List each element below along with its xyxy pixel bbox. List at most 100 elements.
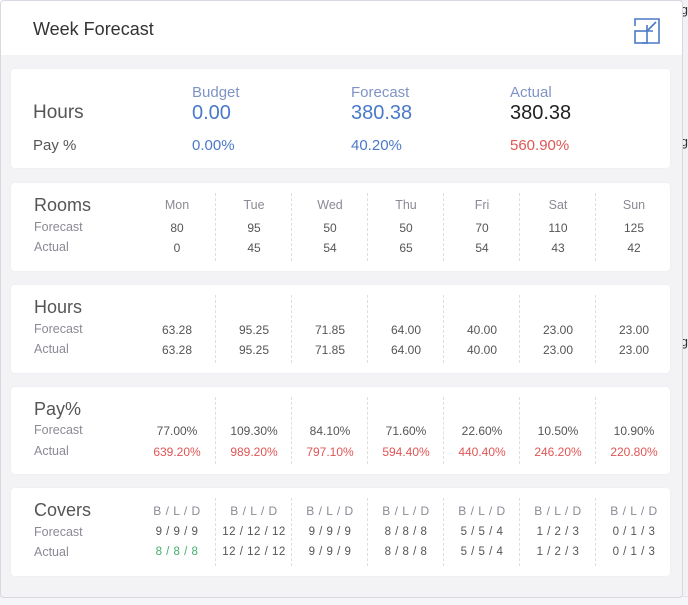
actual-header: Actual	[510, 84, 552, 101]
hours-actual-label: Actual	[34, 342, 69, 356]
pay-day-column: 109.30% 989.20%	[215, 397, 292, 464]
bld-label: B / L / D	[610, 504, 658, 518]
covers-title: Covers	[34, 500, 92, 520]
summary-card: Hours Pay % Budget Forecast Actual 0.00 …	[11, 69, 670, 168]
rooms-day-column: Tue 95 45	[215, 193, 292, 261]
rooms-forecast-value: 95	[247, 221, 261, 235]
hours-forecast-label: Forecast	[34, 322, 83, 336]
pay-forecast-label: Forecast	[34, 423, 83, 437]
rooms-day-column: Thu 50 65	[367, 193, 444, 261]
pay-day-column: 84.10% 797.10%	[291, 397, 368, 464]
day-label: Thu	[395, 198, 417, 212]
background-glyph: g	[680, 2, 688, 17]
pay-forecast-value: 40.20%	[351, 137, 402, 154]
rooms-day-column: Sat 110 43	[519, 193, 596, 261]
covers-forecast-label: Forecast	[34, 525, 83, 539]
hours-actual-value: 63.28	[161, 343, 193, 357]
pay-actual-label: Actual	[34, 444, 69, 458]
pay-forecast-value: 84.10%	[309, 424, 351, 438]
pay-actual-value: 246.20%	[534, 445, 582, 459]
summary-pay-label: Pay %	[33, 137, 77, 154]
collapse-button[interactable]	[633, 17, 661, 45]
covers-forecast-value: 8 / 8 / 8	[384, 526, 428, 538]
panel-header: Week Forecast	[1, 1, 682, 55]
covers-day-column: B / L / D 9 / 9 / 9 9 / 9 / 9	[291, 498, 368, 566]
bld-label: B / L / D	[153, 504, 201, 518]
collapse-arrow-icon	[634, 18, 660, 44]
covers-actual-value: 8 / 8 / 8	[155, 546, 199, 558]
pay-day-column: 10.50% 246.20%	[519, 397, 596, 464]
pay-day-column: 71.60% 594.40%	[367, 397, 444, 464]
hours-forecast-value: 71.85	[314, 323, 346, 337]
covers-actual-value: 8 / 8 / 8	[384, 546, 428, 558]
bld-label: B / L / D	[458, 504, 506, 518]
covers-forecast-value: 9 / 9 / 9	[308, 526, 352, 538]
rooms-day-column: Sun 125 42	[595, 193, 672, 261]
background-glyph: g	[680, 334, 688, 349]
rooms-actual-value: 42	[627, 241, 641, 255]
hours-card: Hours Forecast Actual 63.28 63.28 95.25 95.…	[11, 285, 670, 373]
covers-day-column: B / L / D 1 / 2 / 3 1 / 2 / 3	[519, 498, 596, 566]
rooms-title: Rooms	[34, 195, 92, 215]
covers-day-column: B / L / D 12 / 12 / 12 12 / 12 / 12	[215, 498, 292, 566]
hours-day-column: 23.00 23.00	[595, 295, 672, 363]
hours-day-column: 40.00 40.00	[443, 295, 520, 363]
budget-header: Budget	[192, 84, 240, 101]
hours-actual-value: 71.85	[314, 343, 346, 357]
covers-actual-value: 5 / 5 / 4	[460, 546, 504, 558]
hours-forecast-value: 63.28	[161, 323, 193, 337]
day-label: Sat	[548, 198, 568, 212]
hours-actual-value: 23.00	[618, 343, 650, 357]
rooms-forecast-value: 110	[548, 221, 568, 235]
pay-actual-value: 560.90%	[510, 137, 570, 154]
bld-label: B / L / D	[306, 504, 354, 518]
hours-forecast-value: 23.00	[542, 323, 574, 337]
hours-day-column: 95.25 95.25	[215, 295, 292, 363]
hours-actual-value: 40.00	[466, 343, 498, 357]
covers-actual-value: 12 / 12 / 12	[222, 546, 286, 558]
bld-label: B / L / D	[230, 504, 278, 518]
rooms-card: Rooms Forecast Actual Mon 80 0 Tue 95 45 Wed 50…	[11, 183, 670, 271]
rooms-day-column: Mon 80 0	[139, 193, 215, 261]
pay-forecast-value: 10.50%	[537, 424, 579, 438]
hours-forecast-value: 380.38	[351, 102, 413, 124]
rooms-forecast-value: 70	[475, 221, 489, 235]
hours-forecast-value: 23.00	[618, 323, 650, 337]
pay-day-column: 22.60% 440.40%	[443, 397, 520, 464]
hours-forecast-value: 95.25	[238, 323, 270, 337]
covers-day-column: B / L / D 0 / 1 / 3 0 / 1 / 3	[595, 498, 672, 566]
covers-forecast-value: 9 / 9 / 9	[155, 526, 199, 538]
covers-day-column: B / L / D 9 / 9 / 9 8 / 8 / 8	[139, 498, 215, 566]
forecast-header: Forecast	[351, 84, 410, 101]
pay-actual-value: 989.20%	[230, 445, 278, 459]
day-label: Mon	[164, 198, 190, 212]
hours-actual-value: 95.25	[238, 343, 270, 357]
pay-actual-value: 440.40%	[458, 445, 506, 459]
pay-forecast-value: 71.60%	[385, 424, 427, 438]
day-label: Sun	[622, 198, 646, 212]
rooms-actual-value: 54	[323, 241, 337, 255]
rooms-forecast-value: 50	[399, 221, 413, 235]
pay-forecast-value: 77.00%	[156, 424, 198, 438]
hours-budget-value: 0.00	[192, 102, 231, 124]
hours-day-column: 64.00 64.00	[367, 295, 444, 363]
rooms-actual-value: 45	[247, 241, 261, 255]
rooms-actual-value: 43	[551, 241, 565, 255]
pay-forecast-value: 109.30%	[230, 424, 278, 438]
covers-actual-value: 9 / 9 / 9	[308, 546, 352, 558]
covers-actual-label: Actual	[34, 545, 69, 559]
pay-day-column: 77.00% 639.20%	[139, 397, 215, 464]
day-label: Wed	[317, 198, 343, 212]
rooms-forecast-value: 125	[623, 221, 645, 235]
summary-hours-label: Hours	[33, 102, 84, 123]
pay-card: Pay% Forecast Actual 77.00% 639.20% 109.30…	[11, 387, 670, 474]
hours-day-column: 23.00 23.00	[519, 295, 596, 363]
day-label: Fri	[474, 198, 490, 212]
pay-forecast-value: 10.90%	[613, 424, 655, 438]
rooms-forecast-value: 80	[170, 221, 184, 235]
hours-forecast-value: 64.00	[390, 323, 422, 337]
rooms-actual-value: 65	[399, 241, 413, 255]
bld-label: B / L / D	[382, 504, 430, 518]
hours-day-column: 71.85 71.85	[291, 295, 368, 363]
